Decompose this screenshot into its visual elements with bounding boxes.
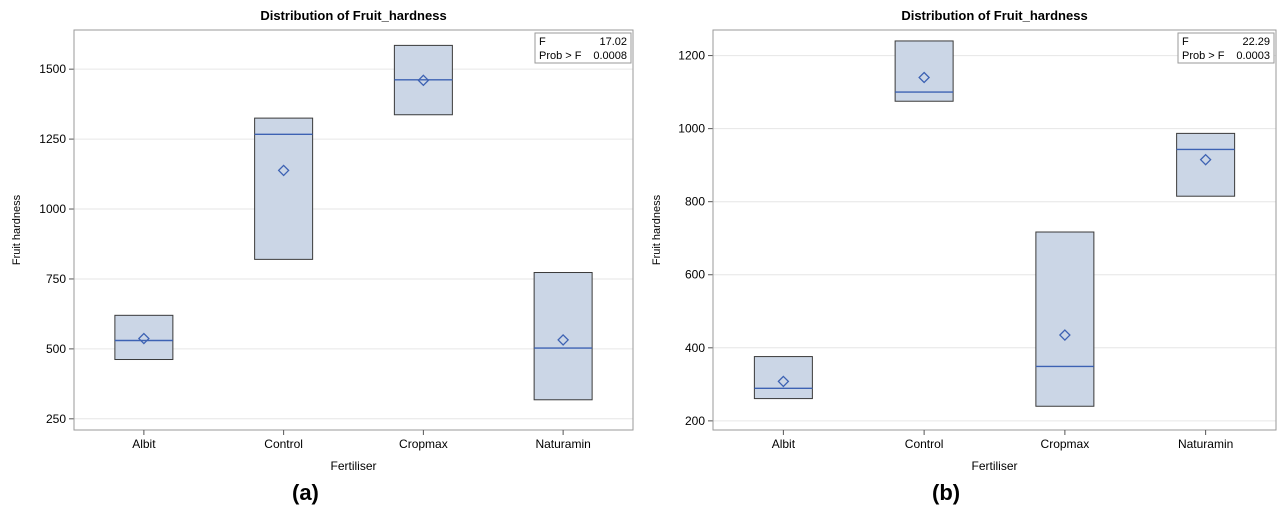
- x-tick-label: Albit: [132, 437, 156, 451]
- box-body: [1036, 232, 1094, 406]
- x-axis-label: Fertiliser: [971, 459, 1017, 473]
- stats-f-value: 17.02: [599, 36, 627, 48]
- box-body: [754, 357, 812, 399]
- box-body: [255, 118, 313, 259]
- y-tick-label: 600: [685, 268, 705, 282]
- panel-label-b: (b): [932, 480, 960, 506]
- box-control: [255, 118, 313, 259]
- y-axis-label: Fruit hardness: [11, 194, 23, 265]
- y-axis-label: Fruit hardness: [651, 194, 663, 265]
- x-tick-label: Albit: [772, 437, 796, 451]
- y-tick-label: 750: [46, 272, 66, 286]
- x-tick-label: Naturamin: [1178, 437, 1233, 451]
- box-control: [895, 41, 953, 101]
- x-tick-label: Control: [905, 437, 944, 451]
- y-tick-label: 500: [46, 342, 66, 356]
- stats-f-label: F: [539, 36, 546, 48]
- x-tick-label: Cropmax: [1041, 437, 1090, 451]
- box-body: [534, 273, 592, 400]
- chart-title: Distribution of Fruit_hardness: [260, 8, 446, 23]
- stats-p-label: Prob > F: [539, 50, 582, 62]
- stats-p-value: 0.0008: [593, 50, 627, 62]
- x-tick-label: Cropmax: [399, 437, 448, 451]
- x-tick-label: Control: [264, 437, 303, 451]
- box-naturamin: [1177, 133, 1235, 196]
- y-tick-label: 800: [685, 195, 705, 209]
- stats-f-label: F: [1182, 36, 1189, 48]
- box-albit: [754, 357, 812, 399]
- chart-title: Distribution of Fruit_hardness: [901, 8, 1087, 23]
- box-cropmax: [394, 45, 452, 114]
- y-tick-label: 1200: [678, 49, 705, 63]
- box-body: [115, 315, 173, 359]
- y-tick-label: 200: [685, 414, 705, 428]
- panel-label-a: (a): [292, 480, 319, 506]
- y-tick-label: 250: [46, 412, 66, 426]
- x-axis-label: Fertiliser: [330, 459, 376, 473]
- y-tick-label: 1250: [39, 132, 66, 146]
- y-tick-label: 1500: [39, 62, 66, 76]
- y-tick-label: 1000: [39, 202, 66, 216]
- stats-p-label: Prob > F: [1182, 50, 1225, 62]
- y-tick-label: 400: [685, 341, 705, 355]
- box-cropmax: [1036, 232, 1094, 406]
- chart-a: Distribution of Fruit_hardness 250 500 750 1…: [0, 0, 640, 480]
- x-tick-label: Naturamin: [535, 437, 590, 451]
- y-tick-label: 1000: [678, 122, 705, 136]
- stats-f-value: 22.29: [1242, 36, 1270, 48]
- stats-p-value: 0.0003: [1236, 50, 1270, 62]
- chart-b: Distribution of Fruit_hardness 200 400 600 8…: [640, 0, 1282, 480]
- box-naturamin: [534, 273, 592, 400]
- box-albit: [115, 315, 173, 359]
